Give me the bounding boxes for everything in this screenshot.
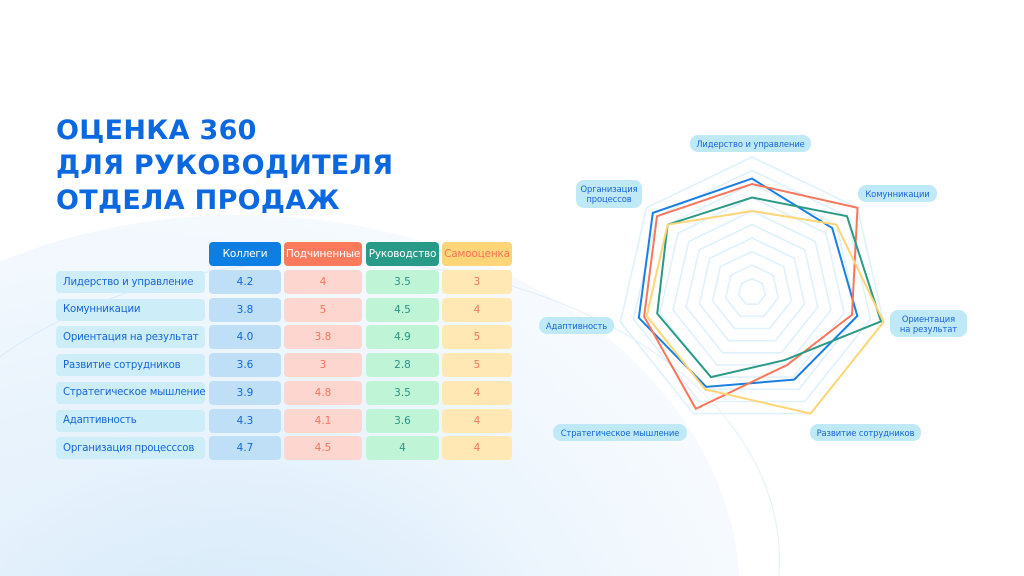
score-cell: 4.0 bbox=[209, 325, 281, 350]
score-cell: 4.1 bbox=[284, 408, 362, 433]
score-cell: 4 bbox=[442, 297, 512, 322]
page-title: ОЦЕНКА 360 ДЛЯ РУКОВОДИТЕЛЯ ОТДЕЛА ПРОДА… bbox=[56, 113, 393, 218]
row-label: Ориентация на результат bbox=[56, 326, 205, 349]
series-line bbox=[656, 196, 883, 379]
score-cell: 4.8 bbox=[284, 380, 362, 405]
grid-ring bbox=[619, 156, 885, 415]
score-cell: 4.7 bbox=[209, 436, 281, 461]
grid-ring bbox=[737, 277, 767, 306]
axis-label: Комунникации bbox=[858, 185, 937, 202]
score-cell: 4 bbox=[442, 408, 512, 433]
radar-series bbox=[637, 177, 885, 415]
axis-label: Развитие сотрудников bbox=[810, 424, 921, 441]
grid-ring bbox=[632, 169, 872, 403]
axis-label: Ориентация на результат bbox=[890, 310, 967, 337]
score-cell: 4 bbox=[284, 270, 362, 294]
score-cell: 3.5 bbox=[366, 380, 439, 405]
score-cell: 3.6 bbox=[366, 408, 439, 433]
score-cell: 2.8 bbox=[366, 353, 439, 378]
axis-label: Лидерство и управление bbox=[690, 135, 811, 152]
grid-ring bbox=[711, 250, 793, 330]
score-cell: 3.8 bbox=[284, 325, 362, 350]
score-cell: 4 bbox=[442, 436, 512, 461]
row-label: Лидерство и управление bbox=[56, 271, 205, 293]
score-cell: 4 bbox=[366, 436, 439, 461]
title-line-2: ДЛЯ РУКОВОДИТЕЛЯ bbox=[56, 150, 394, 181]
row-label: Развитие сотрудников bbox=[56, 354, 205, 377]
column-header-management: Руководство bbox=[366, 242, 439, 266]
axis-label-text: на результат bbox=[899, 323, 958, 334]
column-header-subordinates: Подчиненные bbox=[284, 242, 362, 266]
grid-ring bbox=[672, 210, 832, 366]
grid-ring bbox=[685, 223, 819, 354]
score-cell: 3 bbox=[442, 270, 512, 294]
column-header-self-assessment: Самооценка bbox=[442, 242, 512, 266]
score-cell: 4 bbox=[442, 380, 512, 405]
axis-label: Организация процессов bbox=[576, 180, 642, 208]
score-cell: 5 bbox=[442, 353, 512, 378]
series-line bbox=[645, 209, 885, 415]
axis-label-text: Комунникации bbox=[865, 188, 930, 199]
row-label: Организация процесссов bbox=[56, 437, 205, 460]
axis-label-text: Организация bbox=[580, 184, 638, 194]
score-cell: 4.3 bbox=[209, 408, 281, 433]
axis-label-text: Лидерство и управление bbox=[696, 138, 805, 149]
grid-ring bbox=[724, 264, 780, 318]
score-cell: 4.2 bbox=[209, 270, 281, 294]
axis-label: Стратегическое мышление bbox=[553, 424, 687, 441]
title-line-3: ОТДЕЛА ПРОДАЖ bbox=[56, 185, 340, 216]
score-cell: 3 bbox=[284, 353, 362, 378]
axis-label: Адаптивность bbox=[539, 317, 614, 334]
score-cell: 3.9 bbox=[209, 380, 281, 405]
series-line bbox=[643, 182, 859, 411]
radar-grid bbox=[619, 156, 885, 415]
score-cell: 4.5 bbox=[284, 436, 362, 461]
axis-label-text: процессов bbox=[586, 194, 632, 204]
axis-label-text: Развитие сотрудников bbox=[816, 427, 915, 438]
row-label: Адаптивность bbox=[56, 409, 205, 432]
score-cell: 3.6 bbox=[209, 353, 281, 378]
score-cell: 4.9 bbox=[366, 325, 439, 350]
axis-label-text: Ориентация bbox=[901, 313, 956, 324]
row-label: Комунникации bbox=[56, 298, 205, 321]
grid-ring bbox=[698, 237, 806, 342]
axis-label-text: Стратегическое мышление bbox=[560, 427, 680, 438]
column-header-colleagues: Коллеги bbox=[209, 242, 281, 266]
score-cell: 5 bbox=[284, 297, 362, 322]
score-cell: 5 bbox=[442, 325, 512, 350]
row-label: Стратегическое мышление bbox=[56, 381, 206, 404]
score-cell: 4.5 bbox=[366, 297, 439, 322]
score-cell: 3.5 bbox=[366, 270, 439, 294]
score-cell: 3.8 bbox=[209, 297, 281, 322]
axis-label-text: Адаптивность bbox=[545, 320, 608, 331]
grid-ring bbox=[659, 196, 845, 378]
title-line-1: ОЦЕНКА 360 bbox=[56, 115, 257, 146]
